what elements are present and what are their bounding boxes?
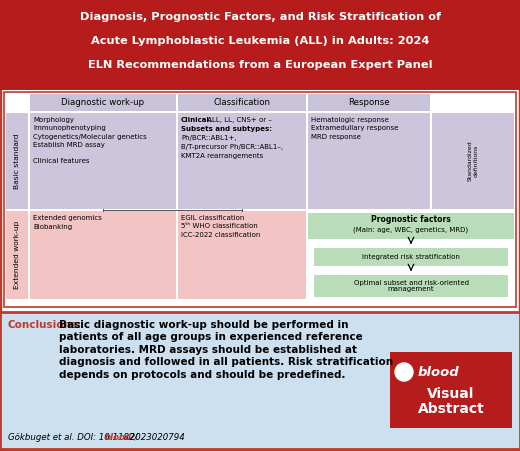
Text: Classification: Classification <box>214 98 270 107</box>
Text: Gökbuget et al. DOI: 10.1182/: Gökbuget et al. DOI: 10.1182/ <box>8 433 137 442</box>
Text: Extended genomics
Biobanking: Extended genomics Biobanking <box>33 215 102 230</box>
Bar <box>30 211 176 299</box>
Bar <box>0 0 520 90</box>
Text: B/T-precursor Ph/BCR::ABL1–,: B/T-precursor Ph/BCR::ABL1–, <box>181 144 283 150</box>
Bar <box>314 275 508 297</box>
Bar <box>0 312 520 449</box>
Bar <box>314 248 508 266</box>
Text: Extended work-up: Extended work-up <box>14 221 20 289</box>
Text: blood: blood <box>105 433 132 442</box>
Text: EGIL classification
5ᵗʰ WHO classification
ICC-2022 classification: EGIL classification 5ᵗʰ WHO classificati… <box>181 215 261 238</box>
Bar <box>6 113 28 209</box>
Bar <box>178 94 306 111</box>
Text: Optimal subset and risk-oriented
management: Optimal subset and risk-oriented managem… <box>354 280 469 293</box>
Text: Standardized
definitions: Standardized definitions <box>467 141 478 181</box>
Text: ALL, LL, CNS+ or –: ALL, LL, CNS+ or – <box>205 117 272 123</box>
Bar <box>4 92 516 307</box>
Bar <box>6 211 28 299</box>
Text: Hematologic response
Extramedullary response
MRD response: Hematologic response Extramedullary resp… <box>311 117 398 139</box>
Text: .2023020794: .2023020794 <box>128 433 186 442</box>
Bar <box>30 113 176 209</box>
Text: Prognostic factors: Prognostic factors <box>371 216 451 225</box>
Bar <box>178 211 306 299</box>
Text: Ph/BCR::ABL1+,: Ph/BCR::ABL1+, <box>181 135 237 141</box>
Text: Morphology
Immunophenotyping
Cytogenetics/Molecular genetics
Establish MRD assay: Morphology Immunophenotyping Cytogenetic… <box>33 117 147 164</box>
Text: Acute Lymphoblastic Leukemia (ALL) in Adults: 2024: Acute Lymphoblastic Leukemia (ALL) in Ad… <box>91 36 429 46</box>
Bar <box>432 113 514 209</box>
Circle shape <box>395 363 413 381</box>
Text: Diagnostic work-up: Diagnostic work-up <box>61 98 145 107</box>
Text: Visual: Visual <box>427 387 475 401</box>
Text: Response: Response <box>348 98 390 107</box>
Bar <box>308 213 514 239</box>
Text: Integrated risk stratification: Integrated risk stratification <box>362 254 460 260</box>
Text: Basic standard: Basic standard <box>14 133 20 189</box>
Bar <box>178 113 306 209</box>
Text: Clinical:: Clinical: <box>181 117 213 123</box>
Text: (Main: age, WBC, genetics, MRD): (Main: age, WBC, genetics, MRD) <box>354 227 469 233</box>
Text: Subsets and subtypes:: Subsets and subtypes: <box>181 126 272 132</box>
Bar <box>390 352 512 428</box>
Text: Abstract: Abstract <box>418 402 484 416</box>
Text: blood: blood <box>418 365 460 378</box>
Text: Basic diagnostic work-up should be performed in
patients of all age groups in ex: Basic diagnostic work-up should be perfo… <box>59 320 393 380</box>
Text: Diagnosis, Prognostic Factors, and Risk Stratification of: Diagnosis, Prognostic Factors, and Risk … <box>80 12 440 22</box>
Text: Conclusions:: Conclusions: <box>8 320 82 330</box>
Text: ELN Recommendations from a European Expert Panel: ELN Recommendations from a European Expe… <box>88 60 432 70</box>
Text: KMT2A rearrangements: KMT2A rearrangements <box>181 153 263 159</box>
Bar <box>308 113 430 209</box>
Bar <box>30 94 176 111</box>
Bar <box>308 94 430 111</box>
